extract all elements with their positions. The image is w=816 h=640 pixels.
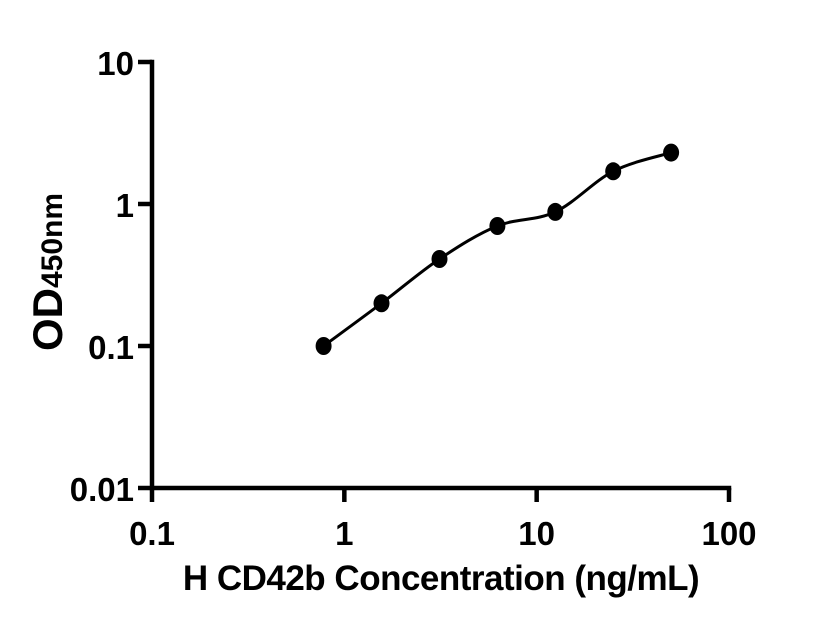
- data-point: [431, 250, 448, 268]
- x-tick-label: 0.1: [129, 515, 175, 552]
- x-tick-label: 100: [701, 515, 756, 552]
- data-point: [315, 337, 332, 355]
- y-axis-title: OD450nm: [24, 192, 71, 352]
- data-point: [373, 294, 390, 313]
- y-axis-title-wavelength-subscript: 450nm: [36, 192, 69, 289]
- x-tick-label: 1: [335, 515, 353, 552]
- y-tick-label: 0.1: [88, 329, 134, 366]
- y-tick-label: 1: [116, 187, 134, 224]
- axis-lines: [149, 59, 732, 491]
- data-point: [663, 143, 680, 162]
- data-point: [489, 217, 506, 235]
- data-point: [547, 202, 564, 221]
- fit-curve: [322, 151, 672, 348]
- data-point: [605, 162, 622, 181]
- x-axis-title: H CD42b Concentration (ng/mL): [182, 559, 700, 598]
- y-axis-title-od: OD: [24, 288, 71, 352]
- y-tick-label: 0.01: [70, 471, 134, 508]
- y-tick-label: 10: [97, 45, 134, 82]
- x-tick-label: 10: [518, 515, 555, 552]
